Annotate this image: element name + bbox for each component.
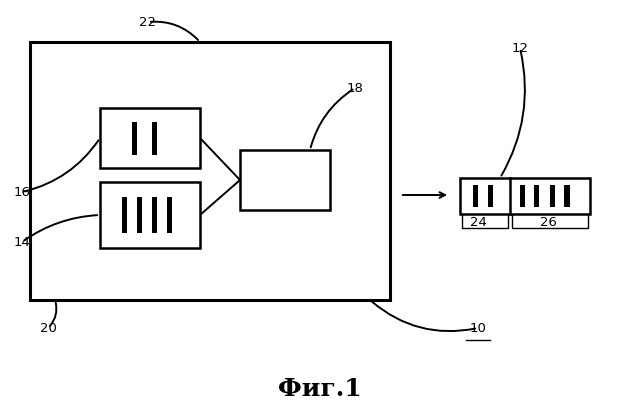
- Text: 12: 12: [511, 41, 529, 55]
- Text: Фиг.1: Фиг.1: [278, 377, 362, 401]
- Bar: [100, 108, 200, 168]
- Text: 20: 20: [40, 321, 56, 335]
- Bar: [132, 122, 137, 155]
- Text: 10: 10: [470, 321, 486, 335]
- Text: 24: 24: [470, 216, 486, 228]
- Text: 22: 22: [140, 16, 157, 28]
- Bar: [167, 197, 172, 233]
- Text: 14: 14: [13, 235, 31, 249]
- Bar: [472, 185, 477, 207]
- Bar: [152, 122, 157, 155]
- Bar: [30, 42, 390, 300]
- Bar: [137, 197, 142, 233]
- Text: 26: 26: [540, 216, 556, 228]
- Bar: [240, 150, 330, 210]
- Bar: [152, 197, 157, 233]
- Bar: [534, 185, 539, 207]
- Bar: [100, 182, 200, 248]
- Text: 16: 16: [13, 185, 31, 199]
- Bar: [550, 185, 555, 207]
- Bar: [460, 178, 590, 214]
- Text: 18: 18: [347, 81, 364, 95]
- Bar: [520, 185, 525, 207]
- Bar: [564, 185, 570, 207]
- Bar: [488, 185, 493, 207]
- Bar: [122, 197, 127, 233]
